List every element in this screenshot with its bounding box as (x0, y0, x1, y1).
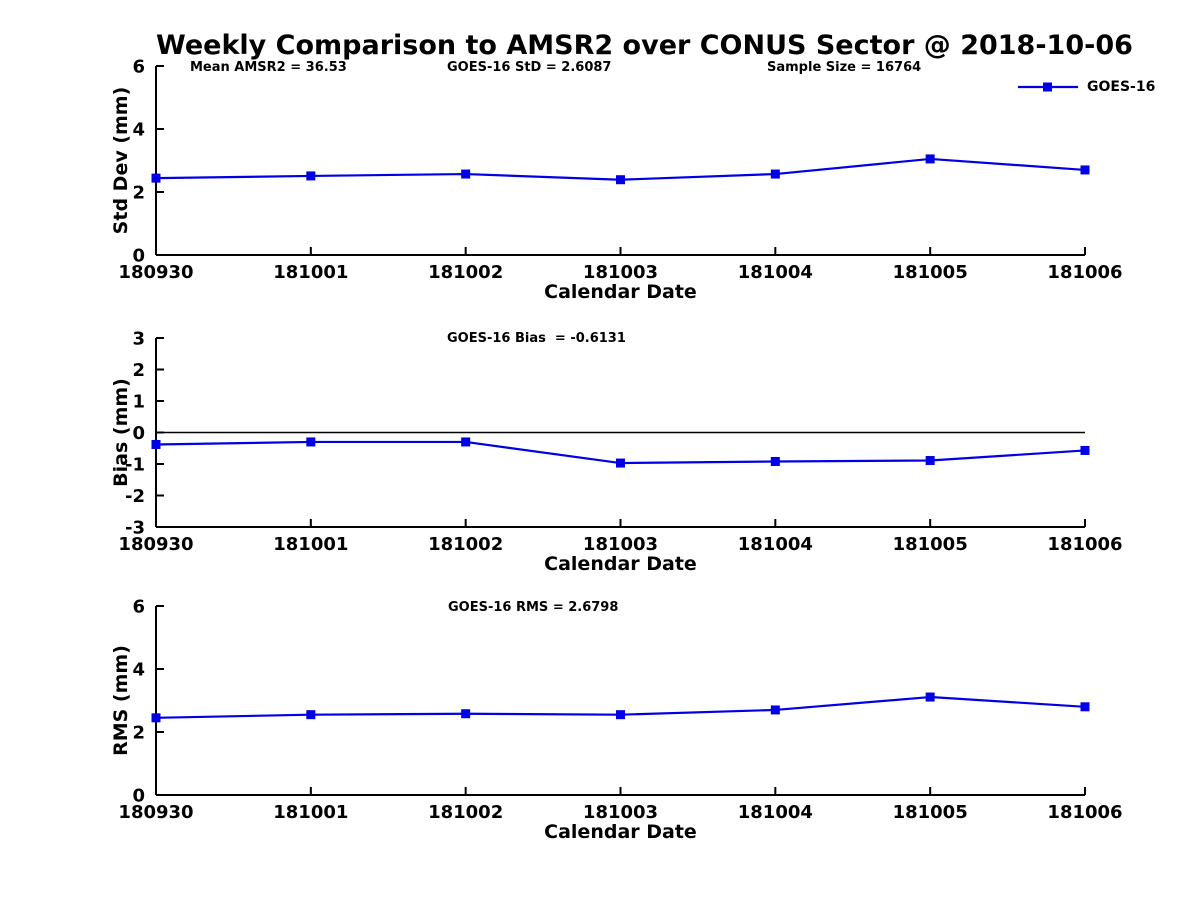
std-dev-subplot: 0 2 4 6 180930 181001 181002 181003 181004 181005… (110, 57, 1123, 304)
x-tick-label: 181003 (583, 262, 658, 283)
data-marker (1080, 165, 1090, 175)
data-marker (925, 456, 935, 466)
y-tick-label: 3 (132, 329, 145, 350)
x-tick-label: 180930 (118, 802, 193, 823)
y-axis-title: RMS (mm) (110, 645, 132, 756)
annotation-goes16-std: GOES-16 StD = 2.6087 (447, 60, 612, 75)
annotation-sample-size: Sample Size = 16764 (767, 60, 922, 75)
data-marker (461, 169, 471, 179)
data-marker (925, 692, 935, 702)
data-marker (770, 456, 780, 466)
data-marker (306, 710, 316, 720)
x-axis-title: Calendar Date (544, 553, 697, 575)
y-tick-label: 4 (132, 660, 145, 681)
annotation-goes16-bias: GOES-16 Bias = -0.6131 (447, 331, 626, 346)
y-tick-label: 6 (132, 597, 145, 618)
x-tick-label: 181005 (893, 262, 968, 283)
bias-subplot: -3 -2 -1 0 1 2 3 180930 181001 181002 181003 181004… (110, 329, 1123, 576)
x-tick-label: 181006 (1047, 802, 1122, 823)
data-marker (151, 439, 161, 449)
data-marker (151, 713, 161, 723)
x-tick-label: 181003 (583, 802, 658, 823)
y-tick-label: 4 (132, 120, 145, 141)
data-marker (306, 171, 316, 181)
data-marker (616, 710, 625, 720)
data-marker (1080, 445, 1090, 455)
data-marker (1080, 702, 1090, 712)
legend: GOES-16 (1017, 80, 1155, 94)
y-tick-label: 0 (132, 786, 145, 807)
legend-square-marker-icon (1043, 82, 1052, 92)
x-tick-label: 181002 (428, 802, 503, 823)
data-marker (306, 437, 316, 447)
x-tick-label: 181002 (428, 534, 503, 555)
y-tick-label: -2 (125, 486, 145, 507)
figure-title: Weekly Comparison to AMSR2 over CONUS Se… (156, 30, 1133, 61)
data-marker (151, 173, 161, 183)
data-marker (925, 154, 935, 164)
y-tick-label: 0 (132, 423, 145, 444)
x-tick-label: 181005 (893, 802, 968, 823)
x-tick-label: 181004 (738, 534, 813, 555)
annotation-mean-amsr2: Mean AMSR2 = 36.53 (190, 60, 347, 75)
y-tick-label: 0 (132, 246, 145, 267)
legend-line-swatch (1018, 82, 1078, 92)
y-tick-label: 2 (132, 723, 145, 744)
y-axis-title: Bias (mm) (110, 378, 132, 487)
legend-label: GOES-16 (1087, 79, 1156, 95)
y-tick-label: 2 (132, 360, 145, 381)
x-axis-title: Calendar Date (544, 821, 697, 843)
data-marker (770, 169, 780, 179)
x-tick-label: 181001 (273, 802, 348, 823)
rms-subplot: 0 2 4 6 180930 181001 181002 181003 181004 181005… (110, 597, 1123, 844)
x-tick-label: 181004 (738, 262, 813, 283)
y-tick-label: -3 (125, 518, 145, 539)
data-marker (616, 458, 625, 468)
x-tick-label: 181003 (583, 534, 658, 555)
y-axis-title: Std Dev (mm) (110, 87, 132, 235)
data-marker (461, 437, 471, 447)
y-tick-label: 2 (132, 183, 145, 204)
x-tick-label: 180930 (118, 262, 193, 283)
x-tick-label: 181006 (1047, 534, 1122, 555)
x-tick-label: 181004 (738, 802, 813, 823)
y-tick-label: 1 (132, 392, 145, 413)
data-marker (770, 705, 780, 715)
y-tick-label: -1 (125, 455, 145, 476)
x-tick-label: 181001 (273, 262, 348, 283)
x-axis-title: Calendar Date (544, 281, 697, 303)
x-tick-label: 181001 (273, 534, 348, 555)
x-tick-label: 180930 (118, 534, 193, 555)
y-tick-label: 6 (132, 57, 145, 78)
annotation-goes16-rms: GOES-16 RMS = 2.6798 (448, 600, 619, 615)
x-tick-label: 181005 (893, 534, 968, 555)
data-marker (461, 709, 471, 719)
data-marker (616, 175, 625, 185)
x-tick-label: 181006 (1047, 262, 1122, 283)
x-tick-label: 181002 (428, 262, 503, 283)
